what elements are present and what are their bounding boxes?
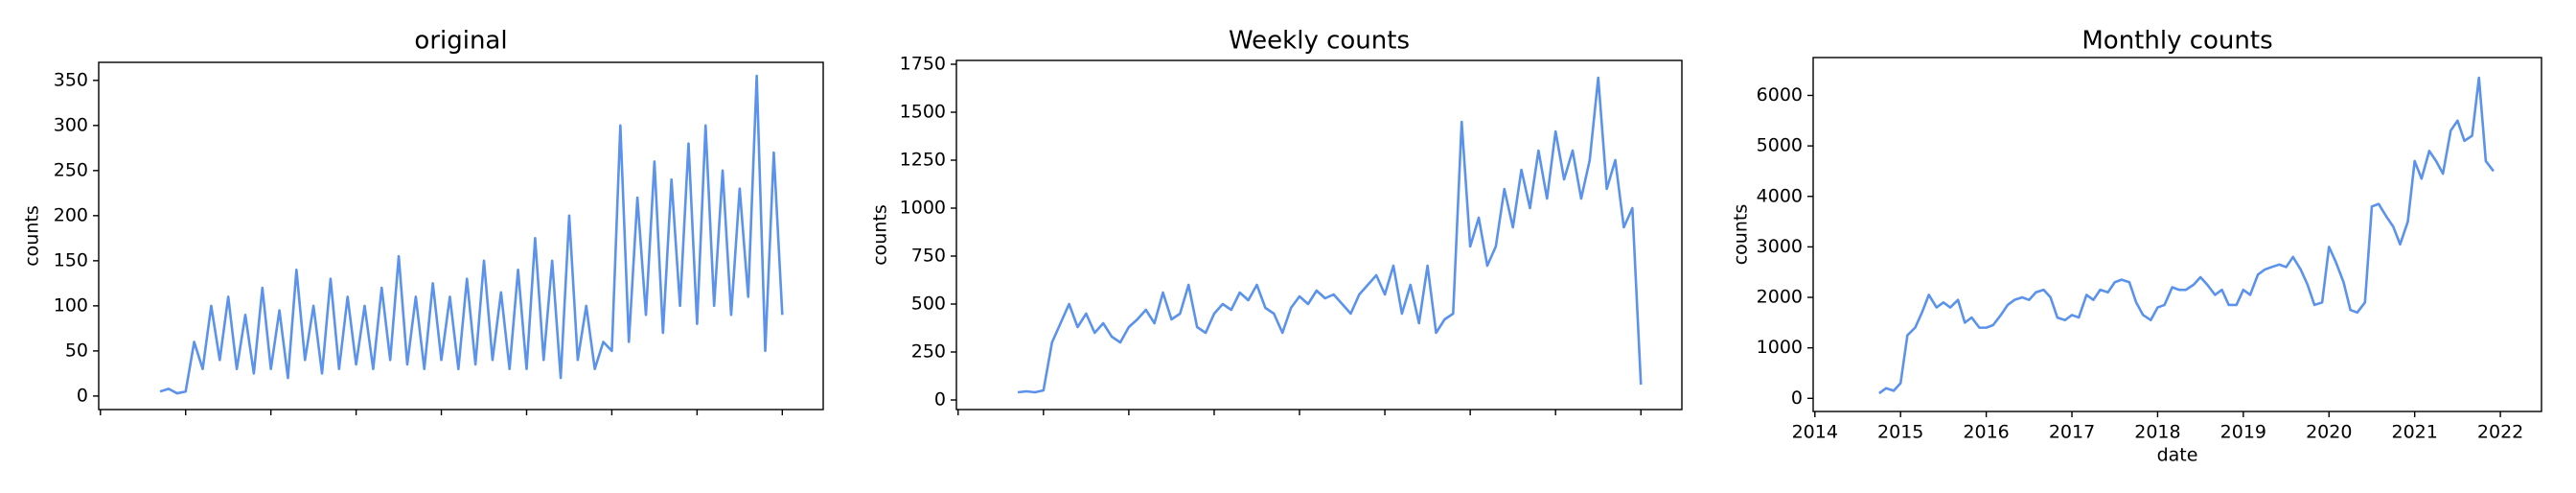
y-tick-label: 6000 bbox=[1757, 84, 1803, 106]
x-tick-label: 2015 bbox=[1877, 422, 1923, 443]
y-tick-label: 350 bbox=[54, 69, 88, 90]
y-tick-label: 200 bbox=[54, 204, 88, 225]
line-series bbox=[159, 74, 784, 395]
y-tick-label: 150 bbox=[54, 249, 88, 270]
y-tick-label: 250 bbox=[911, 341, 946, 363]
y-tick-label: 1000 bbox=[900, 198, 946, 219]
y-tick-label: 100 bbox=[54, 294, 88, 316]
x-tick-label: 2021 bbox=[2391, 422, 2437, 443]
chart-title: original bbox=[414, 27, 507, 56]
y-tick-label: 1000 bbox=[1757, 337, 1803, 358]
y-axis-label: counts bbox=[870, 204, 891, 266]
line-series bbox=[1878, 76, 2495, 395]
y-tick-label: 1750 bbox=[900, 54, 946, 75]
y-tick-label: 300 bbox=[54, 114, 88, 135]
y-tick-label: 4000 bbox=[1757, 185, 1803, 206]
x-tick-label: 2020 bbox=[2306, 422, 2352, 443]
chart-title: Monthly counts bbox=[2082, 27, 2272, 56]
y-axis-label: counts bbox=[22, 205, 43, 267]
y-tick-label: 750 bbox=[911, 246, 946, 267]
axes-frame bbox=[1812, 57, 2542, 412]
y-axis-label: counts bbox=[1731, 204, 1752, 266]
line-series bbox=[1017, 76, 1643, 394]
axes-frame bbox=[98, 61, 824, 411]
y-tick-label: 500 bbox=[911, 293, 946, 315]
x-tick-label: 2014 bbox=[1792, 422, 1838, 443]
x-tick-label: 2022 bbox=[2477, 422, 2523, 443]
y-tick-label: 5000 bbox=[1757, 135, 1803, 156]
y-tick-label: 1500 bbox=[900, 102, 946, 123]
y-tick-label: 2000 bbox=[1757, 287, 1803, 308]
chart-title: Weekly counts bbox=[1229, 27, 1410, 56]
y-tick-label: 3000 bbox=[1757, 236, 1803, 257]
y-tick-label: 0 bbox=[1791, 387, 1803, 409]
axes-frame bbox=[955, 59, 1683, 411]
y-tick-label: 50 bbox=[65, 340, 88, 361]
x-tick-label: 2019 bbox=[2220, 422, 2266, 443]
y-tick-label: 0 bbox=[77, 385, 88, 406]
x-tick-label: 2018 bbox=[2134, 422, 2180, 443]
y-tick-label: 0 bbox=[934, 389, 946, 411]
y-tick-label: 250 bbox=[54, 159, 88, 180]
x-tick-label: 2016 bbox=[1963, 422, 2009, 443]
x-axis-label: date bbox=[2157, 445, 2198, 466]
y-tick-label: 1250 bbox=[900, 150, 946, 171]
x-tick-label: 2017 bbox=[2049, 422, 2095, 443]
